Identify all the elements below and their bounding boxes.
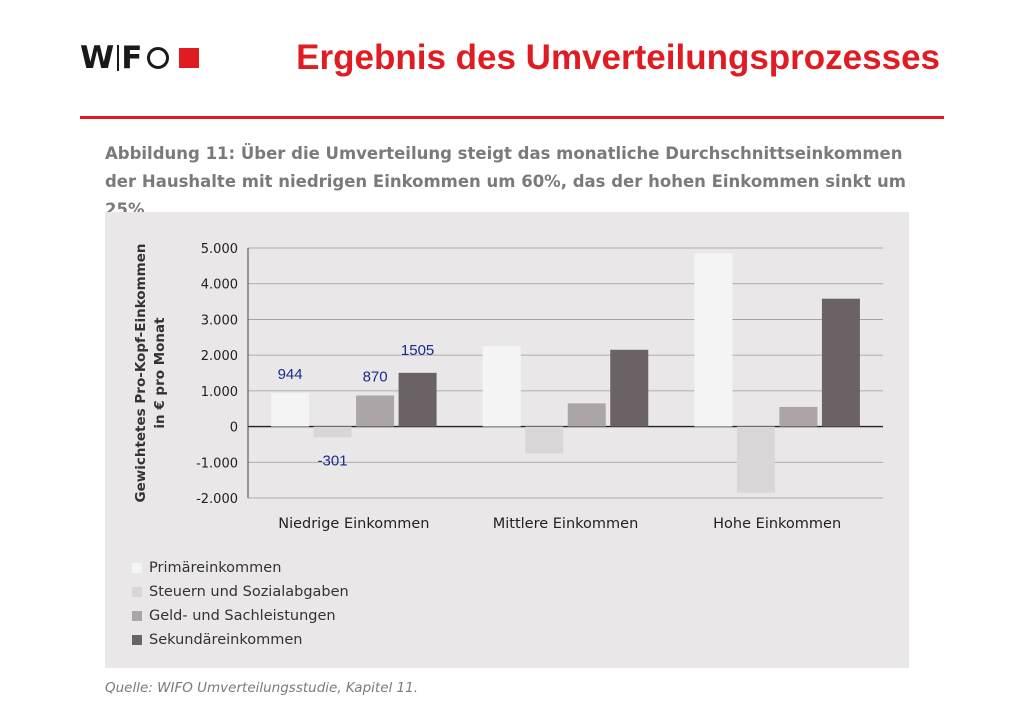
legend-item: Geld- und Sachleistungen [132, 604, 349, 628]
chart-panel: 5.000 4.000 3.000 2.000 1.000 0 -1.000 -2.000 Ge… [105, 212, 909, 668]
data-label: 1505 [401, 342, 434, 359]
bar [610, 349, 649, 427]
legend-label: Geld- und Sachleistungen [149, 608, 336, 624]
legend-swatch [132, 611, 142, 621]
y-tick-label: 4.000 [201, 278, 238, 293]
bar [779, 406, 818, 427]
y-tick-label: 3.000 [201, 313, 238, 328]
legend-item: Steuern und Sozialabgaben [132, 580, 349, 604]
logo-letter-f: F [121, 40, 144, 76]
slide-title: Ergebnis des Umverteilungsprozesses [296, 38, 940, 77]
bar-chart: 5.000 4.000 3.000 2.000 1.000 0 -1.000 -2.000 Ge… [133, 242, 883, 532]
y-tick-label: 0 [230, 421, 238, 436]
chart-legend: Primäreinkommen Steuern und Sozialabgaben… [132, 556, 349, 652]
wifo-logo: W F [80, 40, 200, 76]
y-axis-label: Gewichtetes Pro-Kopf-Einkommen [133, 244, 149, 503]
logo-red-square-icon [179, 48, 200, 68]
legend-swatch [132, 563, 142, 573]
x-category-label: Niedrige Einkommen [278, 516, 429, 532]
data-label: 944 [278, 366, 303, 383]
figure-caption: Abbildung 11: Über die Umverteilung stei… [105, 144, 906, 219]
bar [525, 426, 564, 454]
bar [821, 298, 860, 427]
y-tick-label: 1.000 [201, 385, 238, 400]
legend-swatch [132, 635, 142, 645]
y-tick-label: -1.000 [196, 456, 238, 471]
legend-swatch [132, 587, 142, 597]
title-underline [80, 116, 944, 119]
legend-item: Primäreinkommen [132, 556, 349, 580]
bar [694, 253, 733, 427]
bar [356, 395, 395, 427]
y-axis-label: in € pro Monat [152, 317, 168, 429]
legend-label: Sekundäreinkommen [149, 632, 303, 648]
data-label: -301 [318, 452, 348, 469]
x-category-label: Hohe Einkommen [713, 516, 841, 532]
y-tick-label: 2.000 [201, 349, 238, 364]
logo-separator [117, 45, 120, 71]
legend-label: Steuern und Sozialabgaben [149, 584, 349, 600]
bar [398, 372, 437, 427]
bar [271, 392, 310, 427]
bar [567, 403, 606, 427]
y-tick-label: 5.000 [201, 242, 238, 257]
bar [736, 426, 775, 493]
x-category-label: Mittlere Einkommen [493, 516, 639, 532]
logo-circle-icon [147, 47, 170, 69]
legend-label: Primäreinkommen [149, 560, 282, 576]
bar [482, 346, 521, 427]
legend-item: Sekundäreinkommen [132, 628, 349, 652]
y-tick-label: -2.000 [196, 492, 238, 507]
source-note: Quelle: WIFO Umverteilungsstudie, Kapite… [105, 680, 419, 696]
data-label: 870 [363, 369, 388, 386]
logo-letter-w: W [80, 40, 116, 76]
bar [313, 426, 352, 438]
